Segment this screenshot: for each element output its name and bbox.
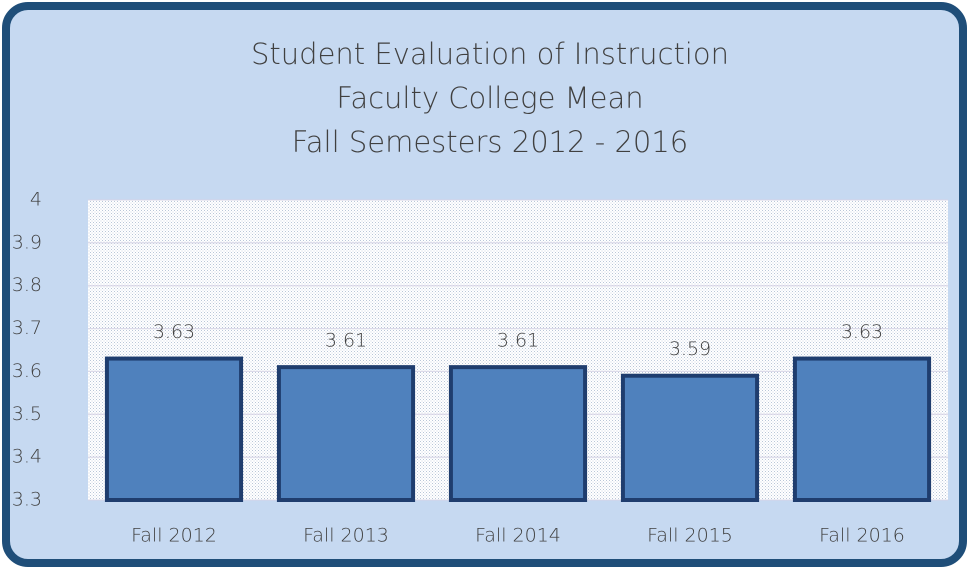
x-tick-label: Fall 2014 [475, 525, 561, 547]
bar [620, 373, 760, 503]
chart-title: Student Evaluation of Instruction [251, 37, 729, 71]
data-label: 3.63 [841, 321, 883, 343]
y-tick-label: 3.6 [12, 360, 42, 382]
y-tick-label: 3.5 [12, 403, 42, 425]
y-tick-label: 3.7 [12, 317, 42, 339]
x-tick-label: Fall 2016 [819, 525, 905, 547]
x-tick-label: Fall 2015 [647, 525, 733, 547]
data-label: 3.59 [669, 338, 711, 360]
y-tick-label: 3.4 [12, 446, 42, 468]
x-tick-label: Fall 2013 [303, 525, 389, 547]
chart-title: Fall Semesters 2012 - 2016 [292, 125, 689, 159]
bar [448, 365, 588, 502]
data-label: 3.63 [153, 321, 195, 343]
bar [792, 356, 932, 503]
y-tick-label: 4 [30, 189, 42, 211]
y-tick-label: 3.9 [12, 231, 42, 253]
bar [276, 365, 416, 502]
data-label: 3.61 [325, 330, 367, 352]
y-tick-label: 3.3 [12, 489, 42, 511]
bar [104, 356, 244, 503]
x-tick-label: Fall 2012 [131, 525, 217, 547]
data-label: 3.61 [497, 330, 539, 352]
y-tick-label: 3.8 [12, 274, 42, 296]
chart-title: Faculty College Mean [336, 81, 643, 115]
